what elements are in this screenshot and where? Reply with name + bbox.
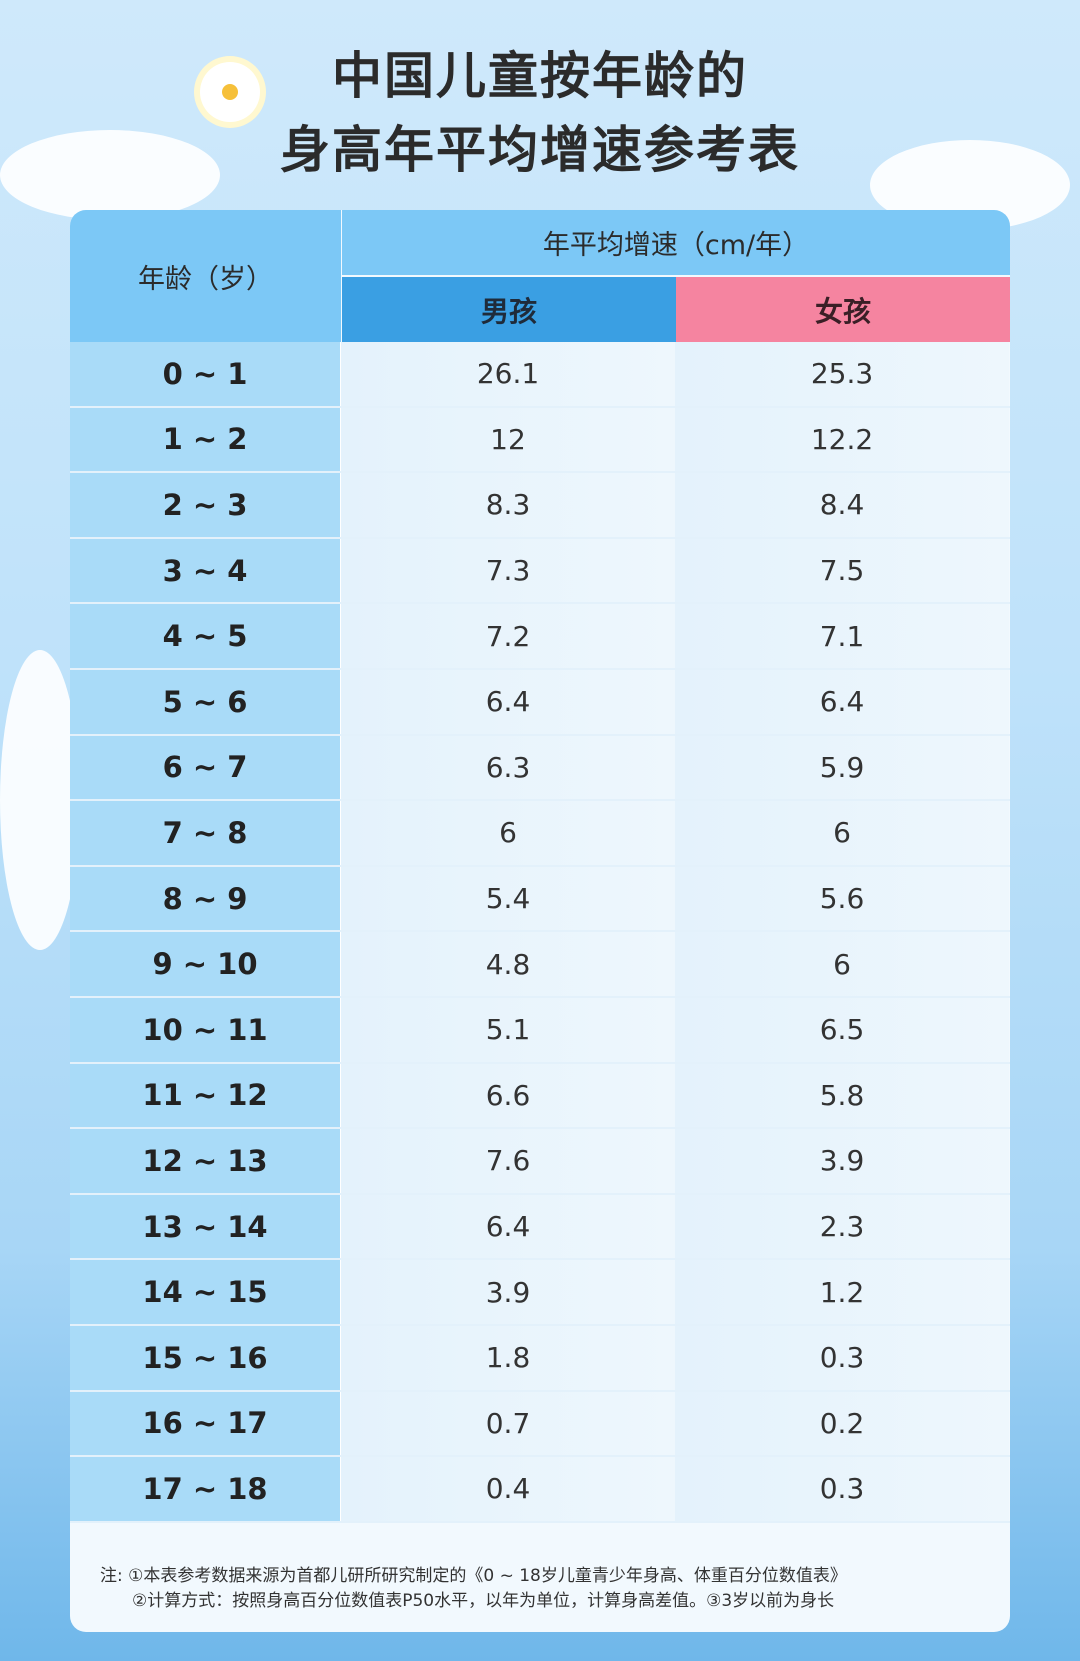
cell-boy: 3.9 (341, 1260, 675, 1324)
cell-age: 13 ~ 14 (70, 1194, 341, 1259)
table-row: 3 ~ 4 7.3 7.5 (70, 538, 1010, 605)
cell-girl: 12.2 (675, 407, 1009, 472)
cell-boy: 7.2 (341, 604, 675, 668)
table-row: 9 ~ 10 4.8 6 (70, 932, 1010, 998)
cell-girl: 6.5 (675, 997, 1009, 1062)
cell-girl: 5.8 (675, 1063, 1009, 1128)
age-header: 年龄（岁） (70, 210, 341, 342)
cell-girl: 6.4 (675, 669, 1009, 734)
cell-age: 7 ~ 8 (70, 801, 341, 865)
table-row: 0 ~ 1 26.1 25.3 (70, 342, 1010, 408)
cell-boy: 0.7 (341, 1391, 675, 1456)
cell-age: 10 ~ 11 (70, 997, 341, 1062)
cell-boy: 5.1 (341, 997, 675, 1062)
cell-age: 11 ~ 12 (70, 1063, 341, 1128)
cell-age: 12 ~ 13 (70, 1129, 341, 1193)
cell-age: 17 ~ 18 (70, 1457, 341, 1521)
table-row: 8 ~ 9 5.4 5.6 (70, 866, 1010, 933)
table-row: 1 ~ 2 12 12.2 (70, 407, 1010, 474)
table-row: 2 ~ 3 8.3 8.4 (70, 473, 1010, 539)
girl-header: 女孩 (676, 277, 1010, 342)
table-row: 15 ~ 16 1.8 0.3 (70, 1325, 1010, 1392)
cell-girl: 5.6 (675, 866, 1009, 931)
cell-boy: 6.4 (341, 669, 675, 734)
cell-boy: 4.8 (341, 932, 675, 996)
cell-boy: 1.8 (341, 1325, 675, 1390)
footnote: 注: ①本表参考数据来源为首都儿研所研究制定的《0 ~ 18岁儿童青少年身高、体… (100, 1564, 990, 1614)
cell-girl: 0.3 (675, 1325, 1009, 1390)
cell-girl: 0.3 (675, 1457, 1009, 1521)
footnote-line-2: ②计算方式：按照身高百分位数值表P50水平，以年为单位，计算身高差值。③3岁以前… (132, 1591, 835, 1611)
cell-boy: 8.3 (341, 473, 675, 537)
cell-girl: 0.2 (675, 1391, 1009, 1456)
table-row: 16 ~ 17 0.7 0.2 (70, 1391, 1010, 1458)
table-row: 11 ~ 12 6.6 5.8 (70, 1063, 1010, 1130)
cell-boy: 12 (341, 407, 675, 472)
cell-age: 14 ~ 15 (70, 1260, 341, 1324)
cell-girl: 8.4 (675, 473, 1009, 537)
cell-boy: 5.4 (341, 866, 675, 931)
table-row: 5 ~ 6 6.4 6.4 (70, 669, 1010, 736)
cell-age: 2 ~ 3 (70, 473, 341, 537)
cell-age: 0 ~ 1 (70, 342, 341, 406)
cell-boy: 7.6 (341, 1129, 675, 1193)
cell-age: 5 ~ 6 (70, 669, 341, 734)
title-line-2: 身高年平均增速参考表 (280, 121, 800, 179)
table-row: 10 ~ 11 5.1 6.5 (70, 997, 1010, 1064)
table-row: 4 ~ 5 7.2 7.1 (70, 604, 1010, 670)
table-row: 13 ~ 14 6.4 2.3 (70, 1194, 1010, 1261)
cell-age: 15 ~ 16 (70, 1325, 341, 1390)
cell-boy: 6 (341, 801, 675, 865)
cell-age: 6 ~ 7 (70, 735, 341, 800)
cell-age: 1 ~ 2 (70, 407, 341, 472)
table-row: 17 ~ 18 0.4 0.3 (70, 1457, 1010, 1523)
table-row: 6 ~ 7 6.3 5.9 (70, 735, 1010, 802)
cloud-decoration (0, 130, 220, 220)
growth-table: 年龄（岁） 年平均增速（cm/年） 男孩 女孩 0 ~ 1 26.1 25.3 1 ~… (70, 210, 1010, 1632)
cell-girl: 1.2 (675, 1260, 1009, 1324)
cell-boy: 7.3 (341, 538, 675, 603)
table-row: 14 ~ 15 3.9 1.2 (70, 1260, 1010, 1326)
cell-girl: 25.3 (675, 342, 1009, 406)
cell-age: 16 ~ 17 (70, 1391, 341, 1456)
speed-header: 年平均增速（cm/年） (342, 210, 1010, 275)
cell-boy: 26.1 (341, 342, 675, 406)
cell-boy: 6.6 (341, 1063, 675, 1128)
table-row: 12 ~ 13 7.6 3.9 (70, 1129, 1010, 1195)
table-body: 0 ~ 1 26.1 25.3 1 ~ 2 12 12.2 2 ~ 3 8.3 8.4 3 ~ 4… (70, 342, 1010, 1523)
cloud-decoration (0, 650, 80, 950)
cell-girl: 7.1 (675, 604, 1009, 668)
cell-girl: 2.3 (675, 1194, 1009, 1259)
flower-icon (200, 62, 260, 122)
footnote-line-1: 注: ①本表参考数据来源为首都儿研所研究制定的《0 ~ 18岁儿童青少年身高、体… (100, 1566, 847, 1586)
cell-girl: 3.9 (675, 1129, 1009, 1193)
cell-age: 9 ~ 10 (70, 932, 341, 996)
cell-boy: 6.3 (341, 735, 675, 800)
boy-header: 男孩 (342, 277, 676, 342)
cell-girl: 7.5 (675, 538, 1009, 603)
cell-age: 8 ~ 9 (70, 866, 341, 931)
cell-girl: 6 (675, 801, 1009, 865)
cell-boy: 0.4 (341, 1457, 675, 1521)
title-line-1: 中国儿童按年龄的 (332, 47, 748, 105)
cell-age: 3 ~ 4 (70, 538, 341, 603)
cell-age: 4 ~ 5 (70, 604, 341, 668)
cell-girl: 5.9 (675, 735, 1009, 800)
cell-girl: 6 (675, 932, 1009, 996)
cell-boy: 6.4 (341, 1194, 675, 1259)
